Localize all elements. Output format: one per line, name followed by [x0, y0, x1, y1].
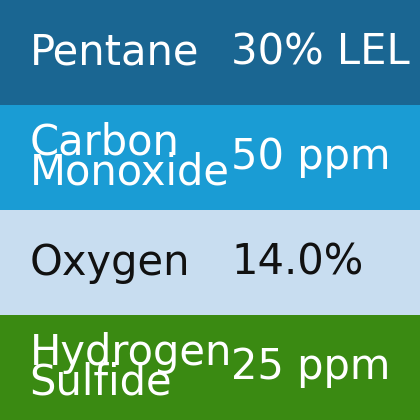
Text: Oxygen: Oxygen [29, 241, 190, 284]
Bar [0, 0, 420, 105]
Text: Sulfide: Sulfide [29, 361, 172, 403]
Text: Pentane: Pentane [29, 32, 199, 74]
Text: Monoxide: Monoxide [29, 151, 229, 193]
Bar [0, 105, 420, 210]
Bar [0, 315, 420, 420]
Text: 25 ppm: 25 ppm [231, 346, 390, 389]
Text: 50 ppm: 50 ppm [231, 136, 391, 178]
Bar [0, 210, 420, 315]
Text: Carbon: Carbon [29, 122, 179, 164]
Text: 30% LEL: 30% LEL [231, 32, 410, 74]
Text: 14.0%: 14.0% [231, 241, 363, 284]
Text: Hydrogen: Hydrogen [29, 332, 232, 374]
